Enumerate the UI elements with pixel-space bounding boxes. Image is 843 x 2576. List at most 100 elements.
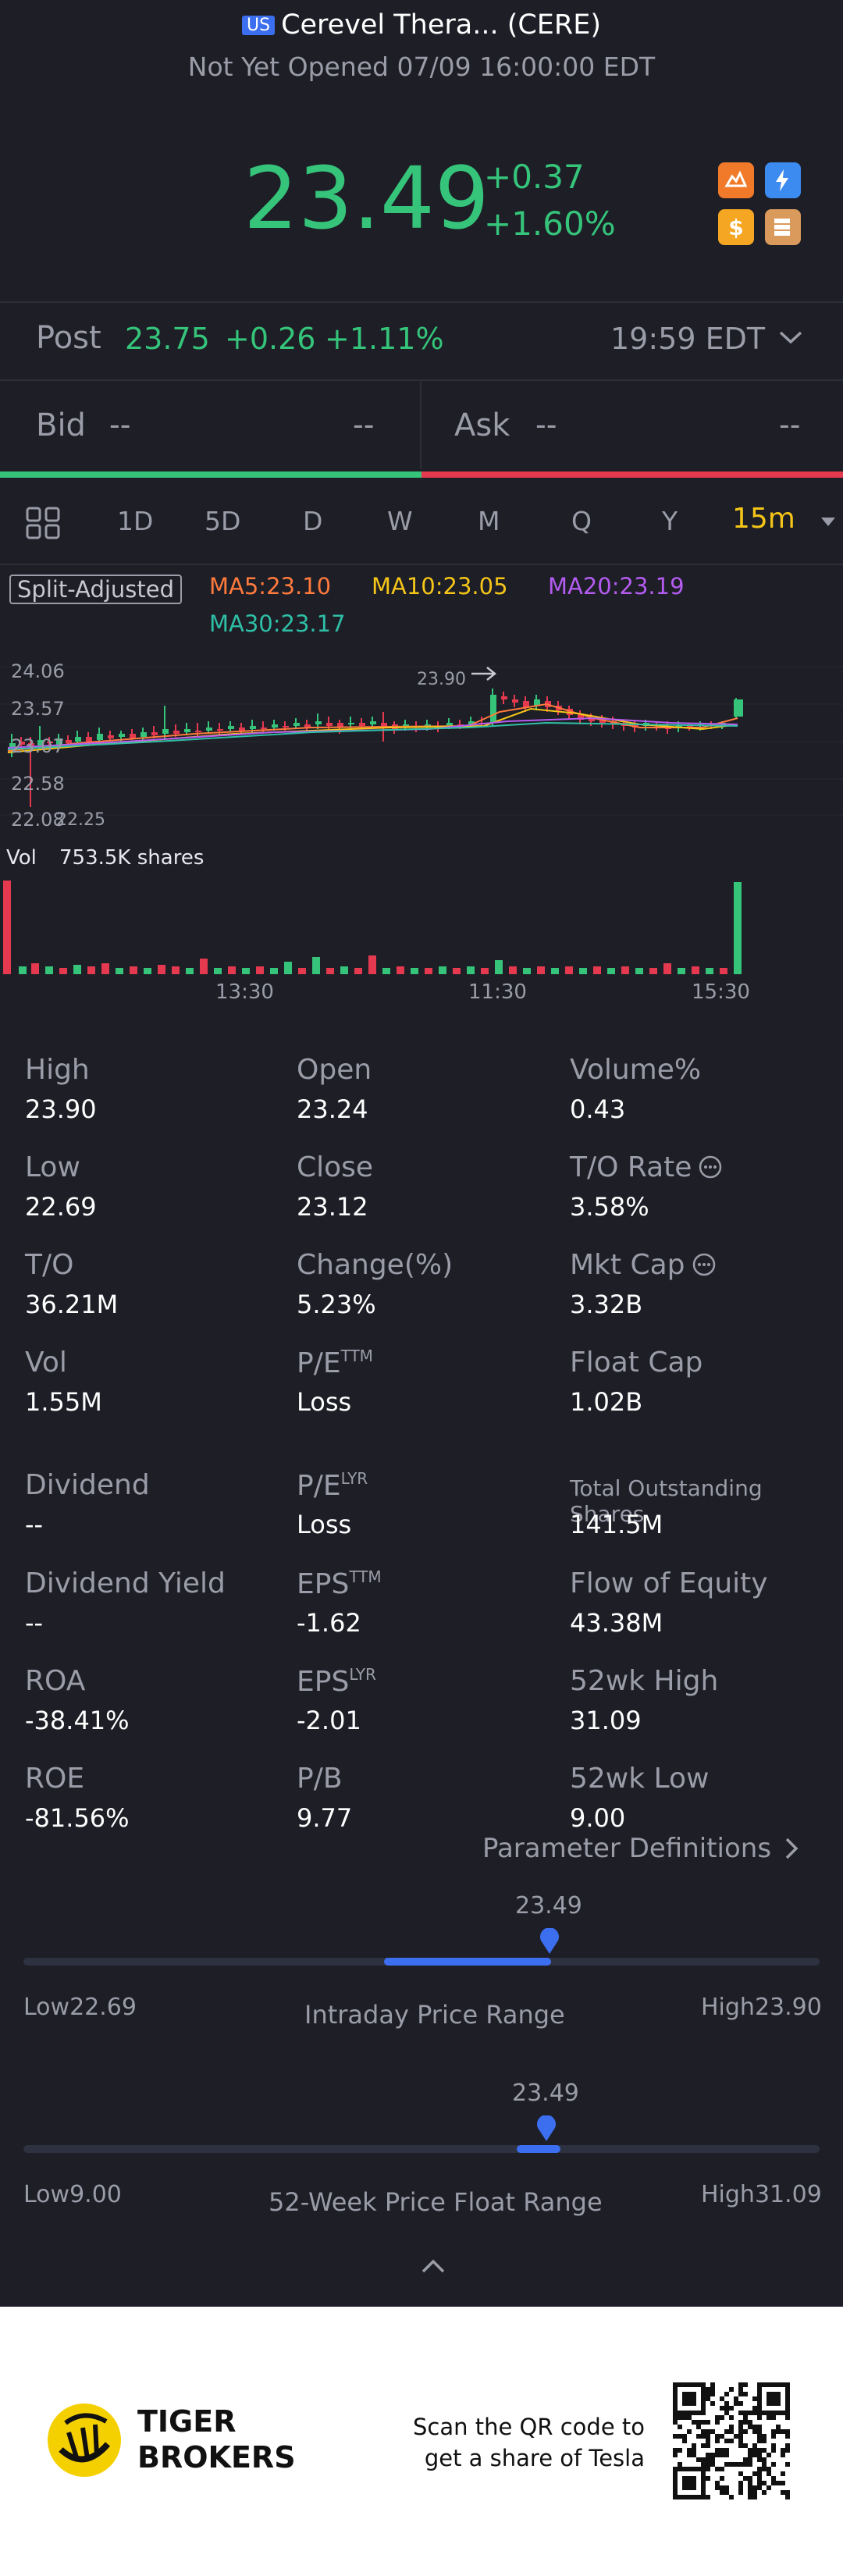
volume-bar bbox=[635, 968, 643, 974]
stat-label: EPSTTM bbox=[297, 1567, 382, 1600]
tab-5d[interactable]: 5D bbox=[205, 506, 241, 536]
qr-module bbox=[729, 2425, 734, 2429]
stat-label: Close bbox=[297, 1151, 373, 1183]
chevron-up-icon[interactable] bbox=[420, 2258, 446, 2278]
qr-module bbox=[673, 2434, 678, 2439]
ma5-legend: MA5:23.10 bbox=[209, 573, 332, 600]
qr-module bbox=[781, 2490, 785, 2495]
qr-module bbox=[748, 2462, 752, 2467]
post-change-pct: +1.11% bbox=[325, 322, 444, 356]
stat-value: -38.41% bbox=[25, 1706, 130, 1735]
qr-module bbox=[687, 2429, 692, 2434]
qr-module bbox=[682, 2439, 687, 2443]
qr-module bbox=[767, 2467, 771, 2471]
split-adjusted-toggle[interactable]: Split-Adjusted bbox=[9, 575, 183, 604]
candle-body bbox=[676, 724, 682, 728]
volume-bar bbox=[270, 968, 278, 974]
volume-bar bbox=[537, 966, 545, 974]
stat-value: 43.38M bbox=[570, 1608, 663, 1638]
qr-module bbox=[682, 2415, 687, 2420]
volume-chart[interactable] bbox=[0, 877, 843, 976]
more-info-icon[interactable] bbox=[698, 1151, 723, 1183]
more-info-icon[interactable] bbox=[692, 1249, 717, 1281]
volume-bar bbox=[312, 957, 320, 974]
current-price: 23.49 bbox=[244, 148, 489, 248]
stat-value: 1.02B bbox=[570, 1387, 643, 1417]
stat-label-text: High bbox=[25, 1054, 90, 1086]
qr-code bbox=[673, 2382, 790, 2500]
location-pin-icon bbox=[539, 1927, 560, 1958]
candle-body bbox=[490, 695, 496, 723]
qr-module bbox=[757, 2476, 762, 2481]
caret-down-icon[interactable] bbox=[820, 515, 837, 531]
candle-body bbox=[446, 723, 453, 726]
qr-module bbox=[776, 2425, 781, 2429]
qr-module bbox=[752, 2471, 757, 2476]
grid-layout-icon[interactable] bbox=[25, 506, 62, 543]
qr-module bbox=[734, 2396, 738, 2401]
chevron-right-icon[interactable] bbox=[784, 1836, 799, 1864]
qr-module bbox=[696, 2434, 701, 2439]
qr-module bbox=[781, 2429, 785, 2434]
chevron-down-icon[interactable] bbox=[777, 328, 804, 350]
stat-value: 22.69 bbox=[25, 1192, 97, 1222]
qr-caption-line1: Scan the QR code to bbox=[413, 2414, 645, 2440]
qr-module bbox=[738, 2485, 743, 2490]
qr-module bbox=[738, 2439, 743, 2443]
tab-15m[interactable]: 15m bbox=[732, 503, 795, 535]
volume-bar bbox=[116, 968, 123, 974]
qr-module bbox=[724, 2453, 729, 2457]
stat-label: Mkt Cap bbox=[570, 1249, 717, 1281]
volume-bar bbox=[411, 968, 418, 974]
arrow-right-icon bbox=[470, 665, 498, 685]
post-market-row[interactable]: Post 23.75 +0.26 +1.11% 19:59 EDT bbox=[0, 301, 843, 379]
stat-label-text: Close bbox=[297, 1151, 374, 1183]
qr-module bbox=[771, 2443, 776, 2448]
tab-w[interactable]: W bbox=[387, 506, 413, 536]
qr-module bbox=[701, 2434, 706, 2439]
candle-body bbox=[348, 723, 354, 724]
qr-module bbox=[752, 2411, 757, 2415]
qr-module bbox=[710, 2429, 715, 2434]
tab-y[interactable]: Y bbox=[662, 506, 678, 536]
qr-module bbox=[748, 2425, 752, 2429]
candle-body bbox=[130, 734, 136, 738]
volume-bar bbox=[720, 968, 727, 974]
candlestick-chart[interactable] bbox=[0, 656, 843, 835]
tab-1d[interactable]: 1D bbox=[117, 506, 154, 536]
tab-q[interactable]: Q bbox=[571, 506, 592, 536]
dollar-icon[interactable]: $ bbox=[718, 209, 754, 245]
qr-module bbox=[776, 2429, 781, 2434]
volume-bar bbox=[551, 968, 559, 974]
volume-bar bbox=[509, 966, 517, 974]
qr-module bbox=[729, 2495, 734, 2500]
qr-module bbox=[706, 2457, 710, 2462]
candle-body bbox=[534, 699, 540, 706]
qr-module bbox=[729, 2415, 734, 2420]
lightning-icon[interactable] bbox=[765, 162, 801, 198]
intraday-high-label: High23.90 bbox=[701, 1994, 822, 2021]
qr-module bbox=[781, 2471, 785, 2476]
tab-m[interactable]: M bbox=[478, 506, 500, 536]
parameter-definitions-link[interactable]: Parameter Definitions bbox=[482, 1833, 772, 1864]
stat-value: 23.90 bbox=[25, 1094, 97, 1124]
volume-bar bbox=[326, 968, 334, 974]
stat-value: 9.00 bbox=[570, 1803, 626, 1833]
stat-value: 5.23% bbox=[297, 1290, 376, 1319]
candle-body bbox=[75, 737, 81, 742]
qr-module bbox=[701, 2462, 706, 2467]
volume-bar bbox=[678, 968, 685, 974]
tab-d[interactable]: D bbox=[303, 506, 323, 536]
bid-price: -- bbox=[109, 407, 131, 442]
volume-bar bbox=[439, 966, 446, 974]
fire-icon[interactable] bbox=[718, 162, 754, 198]
qr-module bbox=[696, 2425, 701, 2429]
ask-ratio-bar bbox=[422, 471, 843, 478]
qr-module bbox=[678, 2448, 682, 2453]
stat-label: 52wk Low bbox=[570, 1763, 709, 1795]
qr-module bbox=[715, 2448, 720, 2453]
stat-value: 3.32B bbox=[570, 1290, 643, 1319]
qr-module bbox=[696, 2420, 701, 2425]
stat-label-text: Dividend Yield bbox=[25, 1567, 226, 1599]
stack-icon[interactable] bbox=[765, 209, 801, 245]
